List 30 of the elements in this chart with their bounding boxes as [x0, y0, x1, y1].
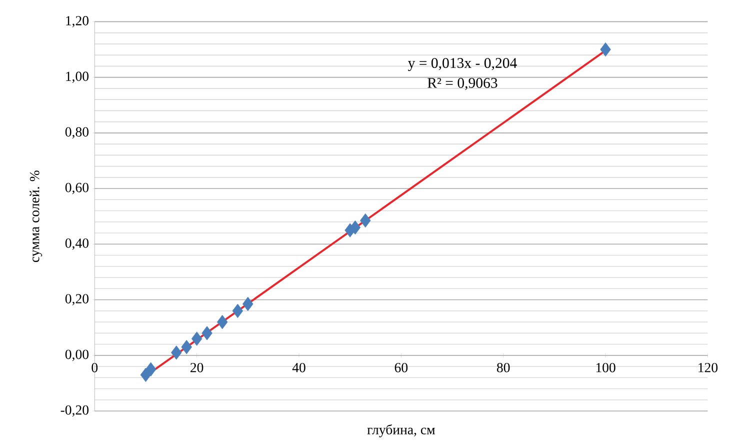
annotation: y = 0,013x - 0,204 — [408, 58, 517, 72]
x-tick-label: 40 — [292, 363, 306, 373]
point — [360, 214, 371, 228]
x-tick-label: 0 — [92, 363, 98, 373]
x-tick-label: 100 — [596, 363, 616, 373]
y-tick-label: 1,00 — [66, 72, 89, 84]
annotation: R² = 0,9063 — [428, 78, 498, 90]
point — [202, 326, 212, 340]
x-tick-label: 20 — [190, 363, 204, 373]
y-tick-label: 0,80 — [65, 128, 89, 139]
y-tick-label: -0,20 — [60, 406, 89, 417]
x-tick-label: 60 — [394, 363, 408, 373]
point — [216, 315, 228, 330]
x-tick-label: 80 — [496, 363, 510, 373]
y-tick-label: 0,40 — [65, 238, 89, 250]
point — [145, 362, 156, 377]
y-axis-title: сумма солей. % — [30, 170, 42, 262]
y-tick-label: 0,60 — [65, 183, 89, 194]
x-axis-title: глубина, см — [367, 424, 435, 438]
y-tick-label: 1,20 — [66, 16, 89, 28]
point — [181, 340, 192, 354]
point — [350, 220, 361, 235]
point — [600, 42, 611, 57]
point — [191, 332, 202, 346]
y-tick-label: 0,20 — [65, 294, 89, 306]
point — [232, 304, 244, 318]
x-tick-label: 120 — [698, 363, 718, 373]
y-tick-label: 0,00 — [65, 350, 89, 362]
point — [171, 346, 182, 360]
point — [242, 297, 254, 312]
